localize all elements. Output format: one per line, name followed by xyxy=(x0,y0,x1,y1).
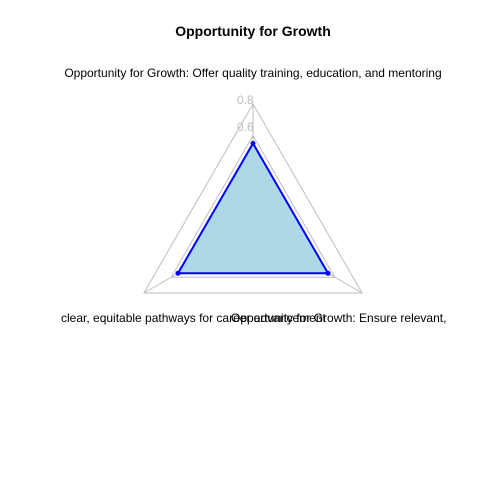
axis-label-top: Opportunity for Growth: Offer quality tr… xyxy=(64,66,441,80)
axis-label-left: clear, equitable pathways for career adv… xyxy=(61,311,326,325)
tick-label-0-6: 0.6 xyxy=(237,120,254,134)
radar-series xyxy=(175,140,331,276)
grid-ring-0 xyxy=(170,134,336,278)
series-point-0-1 xyxy=(325,270,331,276)
tick-label-0-8: 0.8 xyxy=(237,93,254,107)
radar-tick-labels: 0.6 0.8 xyxy=(237,93,254,134)
series-area-0 xyxy=(176,141,330,275)
chart-title: Opportunity for Growth xyxy=(175,23,331,39)
series-point-0-2 xyxy=(175,270,181,276)
series-point-0-0 xyxy=(250,140,256,146)
grid-ring-1 xyxy=(143,102,363,294)
axis-label-right: Opportunity for Growth: Ensure relevant, xyxy=(231,311,446,325)
